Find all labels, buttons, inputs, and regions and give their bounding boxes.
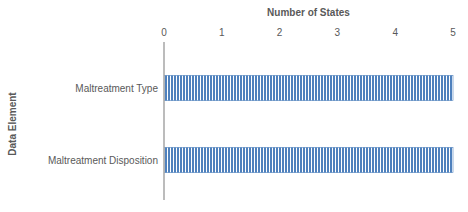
y-tick-label: Maltreatment Disposition [48, 155, 158, 166]
x-tick-label: 2 [277, 27, 283, 38]
x-tick-label: 5 [450, 27, 456, 38]
y-axis-line [163, 42, 165, 200]
x-tick-label: 4 [392, 27, 398, 38]
y-axis-title: Data Element [7, 92, 18, 156]
chart-container: Number of States 0 1 2 3 4 5 Data Element Maltre… [0, 0, 468, 212]
x-tick-label: 1 [219, 27, 225, 38]
x-tick-label: 3 [335, 27, 341, 38]
bars [164, 75, 453, 172]
bar [164, 147, 453, 172]
bar [164, 75, 453, 100]
y-tick-label: Maltreatment Type [75, 83, 158, 94]
chart: Number of States 0 1 2 3 4 5 Data Element Maltre… [0, 0, 468, 212]
x-tick-label: 0 [161, 27, 167, 38]
x-axis-title: Number of States [267, 7, 350, 18]
